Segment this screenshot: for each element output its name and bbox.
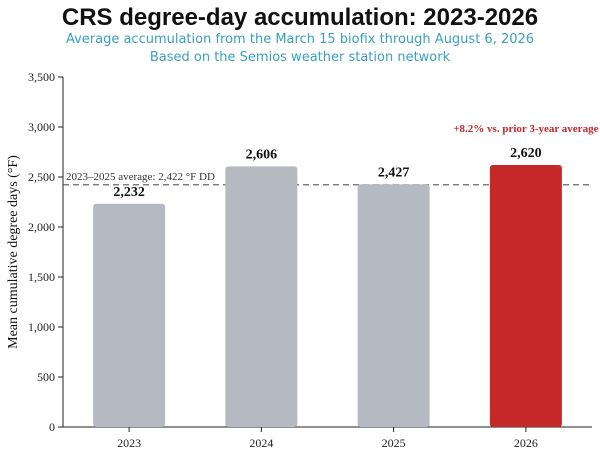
average-reference-label: 2023–2025 average: 2,422 °F DD <box>66 171 215 183</box>
change-annotation: +8.2% vs. prior 3-year average <box>453 123 598 135</box>
y-tick-label: 0 <box>49 420 55 434</box>
y-tick-label: 1,000 <box>28 320 55 334</box>
bar-2024 <box>225 166 298 427</box>
y-tick-label: 2,000 <box>28 220 55 234</box>
y-tick-label: 3,000 <box>28 120 55 134</box>
y-axis-label: Mean cumulative degree days (°F) <box>6 155 21 349</box>
bars <box>93 165 562 427</box>
y-tick-label: 3,500 <box>28 70 55 84</box>
chart-subtitle-line-2: Based on the Semios weather station netw… <box>149 50 451 65</box>
x-tick-label: 2026 <box>514 436 538 450</box>
value-labels: 2,232 2,606 2,427 2,620 +8.2% vs. prior 3-ye… <box>113 123 598 200</box>
chart-title: CRS degree-day accumulation: 2023-2026 <box>61 4 539 31</box>
y-tick-label: 1,500 <box>28 270 55 284</box>
bar-2025 <box>357 184 430 427</box>
chart-subtitle-line-1: Average accumulation from the March 15 b… <box>65 32 535 47</box>
chart-axes: 0 500 1,000 1,500 2,000 2,500 3,000 3,500 2023 20… <box>28 70 592 450</box>
bar-2026 <box>489 165 562 427</box>
value-label: 2,232 <box>113 185 145 200</box>
value-label: 2,606 <box>246 147 278 162</box>
x-tick-label: 2025 <box>382 436 406 450</box>
x-tick-label: 2024 <box>249 436 273 450</box>
value-label: 2,427 <box>378 165 410 180</box>
y-tick-label: 500 <box>37 370 55 384</box>
bar-2023 <box>93 203 166 427</box>
value-label: 2,620 <box>510 146 542 161</box>
x-tick-label: 2023 <box>117 436 141 450</box>
y-tick-label: 2,500 <box>28 170 55 184</box>
